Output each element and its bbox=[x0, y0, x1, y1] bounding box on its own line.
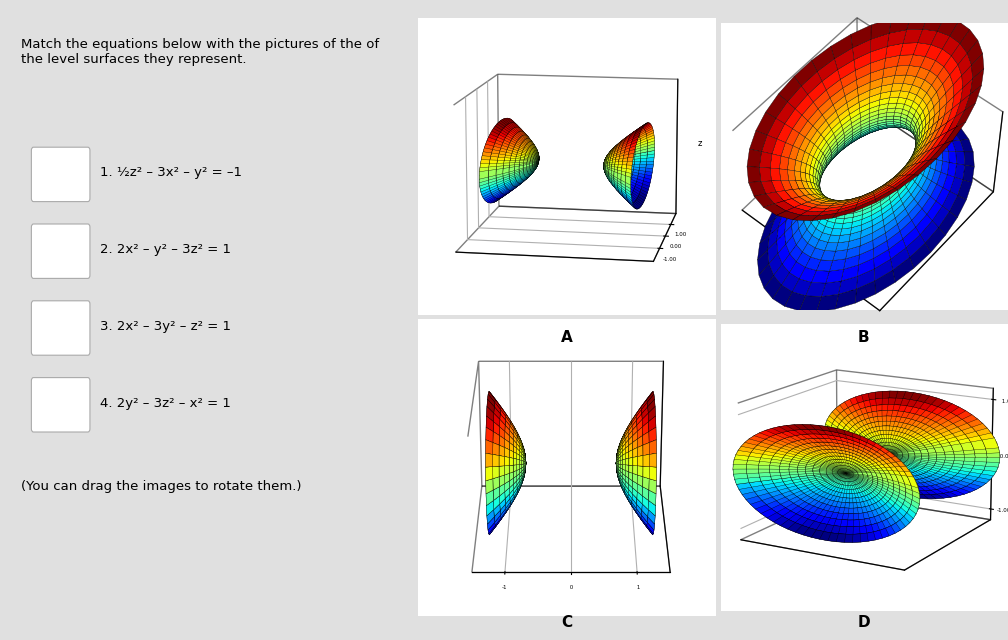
Text: (You can drag the images to rotate them.): (You can drag the images to rotate them.… bbox=[21, 480, 301, 493]
Text: B: B bbox=[858, 330, 870, 344]
Text: 3. 2x² – 3y² – z² = 1: 3. 2x² – 3y² – z² = 1 bbox=[101, 320, 232, 333]
FancyBboxPatch shape bbox=[31, 147, 90, 202]
Text: D: D bbox=[858, 616, 870, 630]
Text: Match the equations below with the pictures of the of
the level surfaces they re: Match the equations below with the pictu… bbox=[21, 38, 379, 67]
Text: 2. 2x² – y² – 3z² = 1: 2. 2x² – y² – 3z² = 1 bbox=[101, 243, 232, 256]
Text: C: C bbox=[560, 616, 573, 630]
Text: 1. ½z² – 3x² – y² = –1: 1. ½z² – 3x² – y² = –1 bbox=[101, 166, 242, 179]
FancyBboxPatch shape bbox=[31, 378, 90, 432]
Text: A: A bbox=[560, 330, 573, 344]
FancyBboxPatch shape bbox=[31, 224, 90, 278]
FancyBboxPatch shape bbox=[31, 301, 90, 355]
Text: 4. 2y² – 3z² – x² = 1: 4. 2y² – 3z² – x² = 1 bbox=[101, 397, 231, 410]
